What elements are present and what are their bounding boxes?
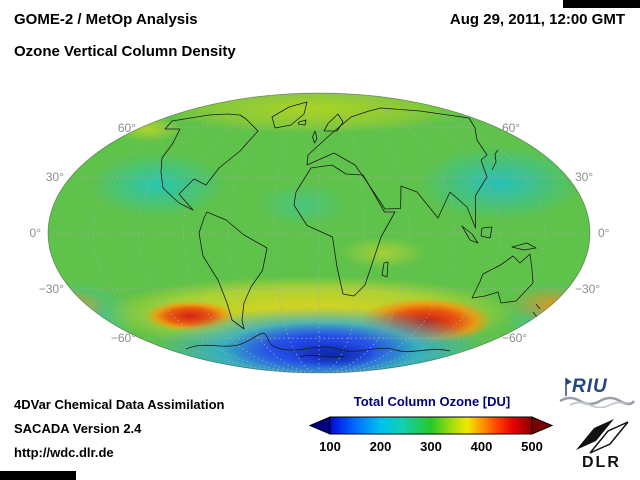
- coastline-britain: [312, 130, 318, 144]
- riu-wave2-icon: [569, 401, 627, 409]
- coastline-eurasia: [306, 107, 488, 229]
- dlr-logo: DLR: [574, 414, 638, 474]
- coastline-new-zealand: [532, 303, 541, 318]
- coastline-antarctica: [185, 332, 451, 352]
- latitude-label-left-0: 0°: [29, 226, 41, 240]
- colorbar-arrow-right: [531, 416, 554, 435]
- dlr-wing-filled-icon: [576, 419, 614, 450]
- colorbar-tick-300: 300: [420, 439, 442, 454]
- latitude-label-left-m60: −60°: [110, 331, 136, 345]
- coastline-australia: [471, 253, 534, 304]
- colorbar-gradient-bar: [329, 416, 533, 435]
- footer-url: http://wdc.dlr.de: [14, 445, 114, 460]
- latitude-label-left-30: 30°: [45, 170, 64, 184]
- coastline-antarctica-inner: [299, 354, 346, 358]
- coastline-scandinavia: [323, 113, 344, 132]
- riu-antenna-flag-icon: [566, 378, 572, 385]
- colorbar-title: Total Column Ozone [DU]: [353, 394, 511, 409]
- coastline-africa: [293, 164, 396, 297]
- page-title: GOME-2 / MetOp Analysis: [14, 11, 198, 28]
- colorbar: [308, 416, 554, 435]
- riu-logo: RIU: [556, 376, 638, 409]
- map-outline: [47, 92, 591, 374]
- colorbar-tick-500: 500: [521, 439, 543, 454]
- latitude-label-right-m30: −30°: [575, 282, 601, 296]
- colorbar-tick-100: 100: [319, 439, 341, 454]
- colorbar-tick-400: 400: [470, 439, 493, 454]
- colorbar-arrow-left: [308, 416, 331, 435]
- page-subtitle: Ozone Vertical Column Density: [14, 43, 236, 60]
- coastline-south-america: [198, 211, 268, 330]
- coastlines: [160, 101, 541, 358]
- dlr-logo-text: DLR: [582, 454, 621, 471]
- footer-version-label: SACADA Version 2.4: [14, 421, 142, 436]
- graticule: [48, 93, 590, 373]
- latitude-label-left-m30: −30°: [38, 282, 64, 296]
- footer-assimilation-label: 4DVar Chemical Data Assimilation: [14, 397, 225, 412]
- colorbar-tick-200: 200: [369, 439, 392, 454]
- riu-logo-text: RIU: [572, 376, 608, 397]
- latitude-label-right-0: 0°: [598, 226, 610, 240]
- black-bar-bottom-left: [0, 471, 76, 480]
- latitude-label-left-60: 60°: [117, 121, 136, 135]
- coastline-sumatra: [461, 225, 479, 244]
- coastline-greenland: [271, 101, 308, 129]
- coastline-new-guinea: [511, 242, 537, 251]
- coastline-iceland: [297, 119, 307, 126]
- latitude-label-right-30: 30°: [575, 170, 594, 184]
- coastline-madagascar: [381, 261, 389, 278]
- coastline-japan: [491, 149, 499, 171]
- coastline-borneo: [480, 226, 493, 239]
- latitude-label-right-m60: −60°: [502, 331, 528, 345]
- timestamp: Aug 29, 2011, 12:00 GMT: [449, 11, 625, 28]
- dlr-wing-outline-icon: [589, 421, 629, 454]
- black-bar-top-right: [563, 0, 640, 8]
- latitude-label-right-60: 60°: [502, 121, 521, 135]
- coastline-north-america: [160, 113, 259, 211]
